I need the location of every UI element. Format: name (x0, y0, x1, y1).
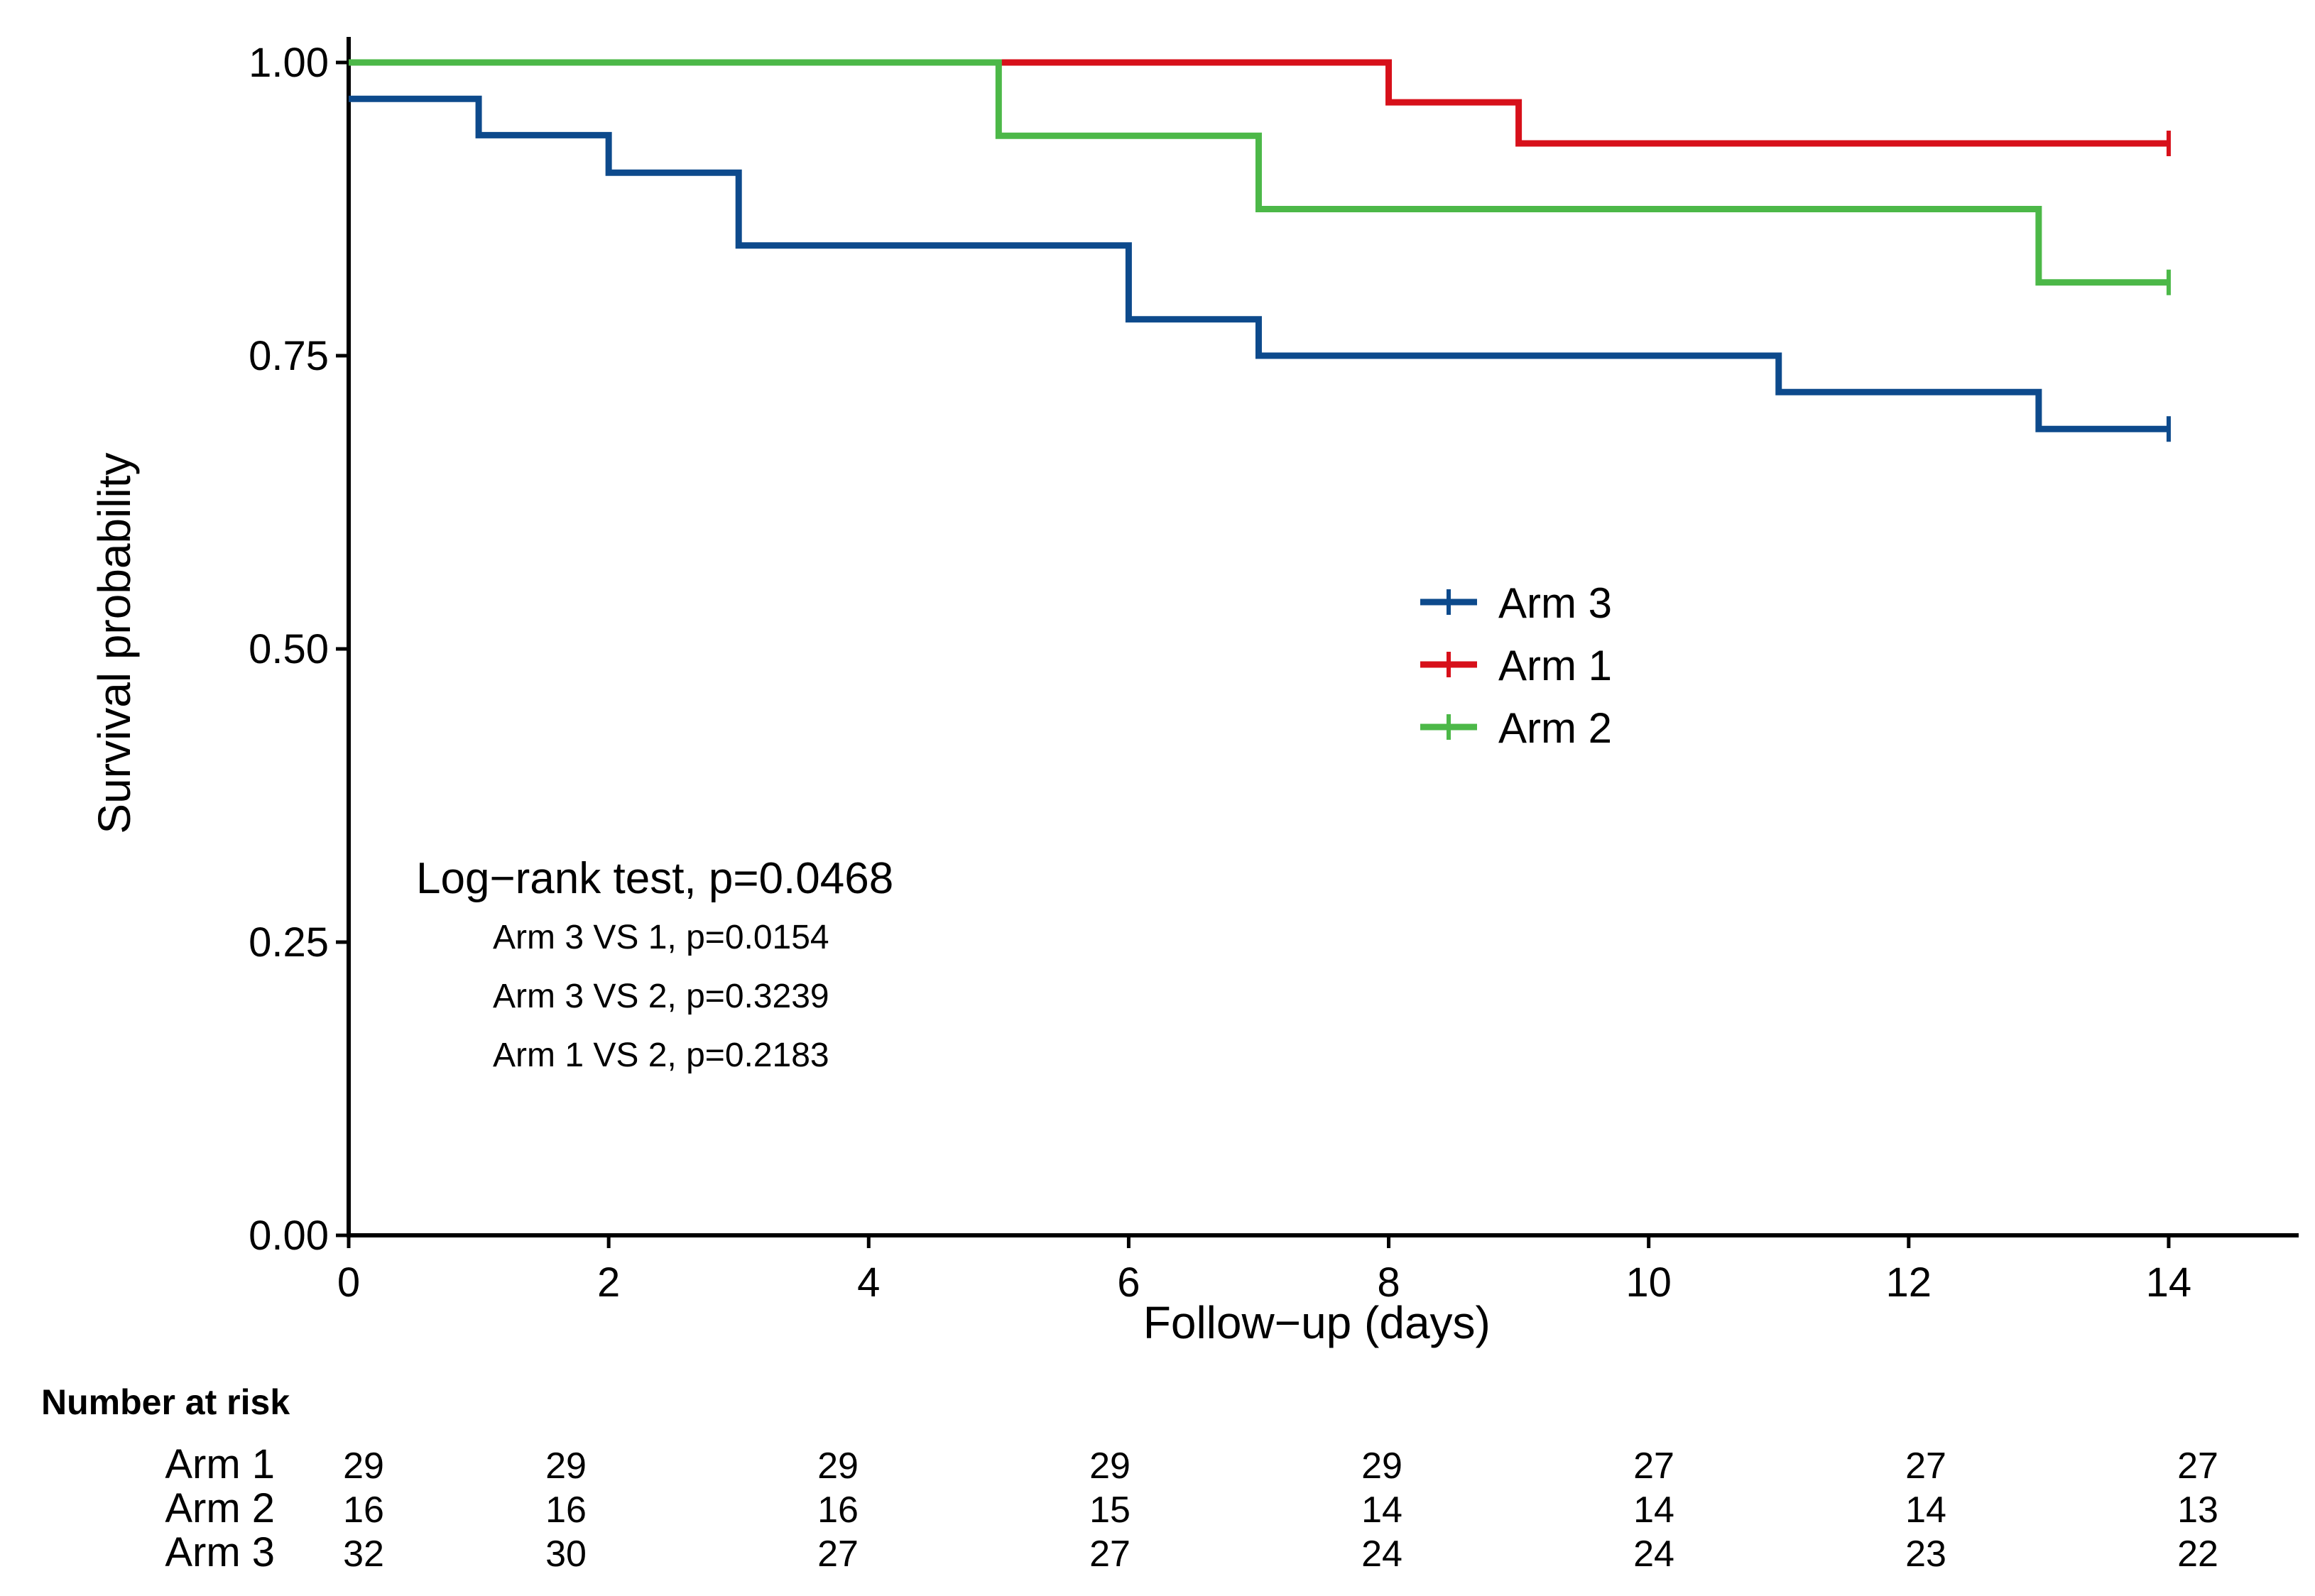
risk-count: 27 (1633, 1445, 1674, 1487)
legend-label: Arm 1 (1498, 642, 1612, 689)
risk-count: 16 (817, 1490, 859, 1531)
risk-row-label: Arm 2 (165, 1485, 275, 1531)
risk-count: 32 (343, 1534, 384, 1575)
risk-count: 16 (343, 1490, 384, 1531)
y-axis-title: Survival probability (89, 452, 140, 833)
risk-count: 23 (1905, 1534, 1946, 1575)
risk-count: 14 (1633, 1490, 1674, 1531)
logrank-title: Log−rank test, p=0.0468 (416, 854, 893, 903)
risk-table-title: Number at risk (41, 1382, 290, 1422)
pairwise-pvalue: Arm 3 VS 2, p=0.3239 (493, 978, 829, 1015)
risk-count: 27 (817, 1534, 859, 1575)
risk-count: 29 (343, 1445, 384, 1487)
risk-count: 14 (1905, 1490, 1946, 1531)
legend-label: Arm 2 (1498, 704, 1612, 752)
risk-count: 29 (545, 1445, 587, 1487)
y-tick-label: 0.00 (249, 1213, 329, 1259)
survival-curve-arm-1 (349, 59, 2169, 147)
y-tick-label: 1.00 (249, 40, 329, 86)
x-axis-title: Follow−up (days) (1143, 1297, 1491, 1348)
x-tick-label: 8 (1377, 1259, 1400, 1306)
y-tick-label: 0.75 (249, 333, 329, 379)
risk-count: 24 (1361, 1534, 1402, 1575)
risk-count: 29 (817, 1445, 859, 1487)
pairwise-pvalue: Arm 3 VS 1, p=0.0154 (493, 919, 829, 956)
risk-count: 29 (1089, 1445, 1131, 1487)
risk-count: 30 (545, 1534, 587, 1575)
risk-count: 22 (2177, 1534, 2218, 1575)
risk-count: 27 (1905, 1445, 1946, 1487)
y-tick-label: 0.50 (249, 626, 329, 672)
risk-count: 27 (2177, 1445, 2218, 1487)
risk-count: 29 (1361, 1445, 1402, 1487)
x-tick-label: 10 (1625, 1259, 1672, 1306)
x-tick-label: 4 (857, 1259, 880, 1306)
risk-count: 13 (2177, 1490, 2218, 1531)
survival-curve-arm-2 (349, 59, 2169, 286)
risk-row-label: Arm 3 (165, 1529, 275, 1575)
x-tick-label: 6 (1117, 1259, 1140, 1306)
risk-count: 15 (1089, 1490, 1131, 1531)
legend-label: Arm 3 (1498, 579, 1612, 627)
risk-row-label: Arm 1 (165, 1441, 275, 1487)
risk-count: 16 (545, 1490, 587, 1531)
pairwise-pvalue: Arm 1 VS 2, p=0.2183 (493, 1037, 829, 1074)
y-tick-label: 0.25 (249, 919, 329, 966)
risk-count: 14 (1361, 1490, 1402, 1531)
survival-curve-arm-3 (349, 95, 2169, 432)
risk-count: 27 (1089, 1534, 1131, 1575)
risk-count: 24 (1633, 1534, 1674, 1575)
x-tick-label: 14 (2146, 1259, 2192, 1306)
x-tick-label: 2 (597, 1259, 620, 1306)
x-tick-label: 12 (1886, 1259, 1932, 1306)
x-tick-label: 0 (337, 1259, 360, 1306)
